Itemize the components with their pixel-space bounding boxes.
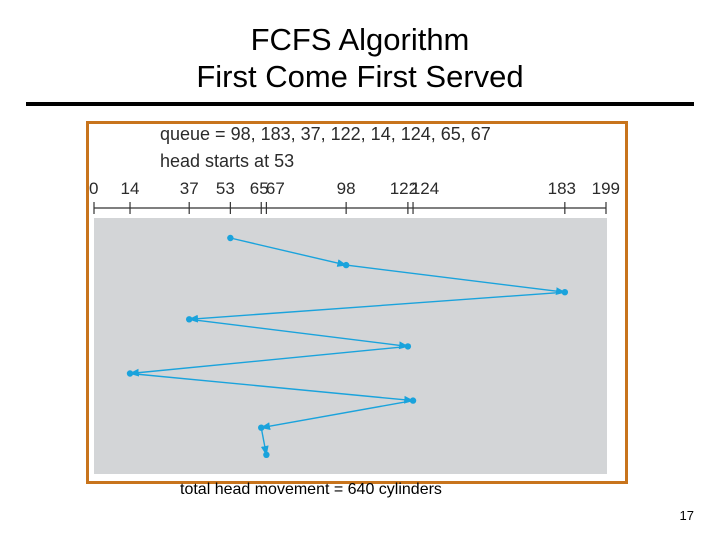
tick-label: 14 [121, 179, 140, 198]
request-point [409, 397, 417, 404]
path-segment [260, 427, 269, 456]
path-segment [230, 237, 348, 267]
disk-scheduling-diagram: queue = 98, 183, 37, 122, 14, 124, 65, 6… [89, 124, 620, 474]
page-number: 17 [679, 508, 694, 523]
request-point [561, 289, 569, 296]
plot-area [94, 218, 607, 474]
path-segment [189, 318, 409, 350]
tick-label: 53 [216, 179, 235, 198]
request-point [342, 261, 350, 269]
request-point [227, 234, 234, 242]
title-divider [26, 102, 694, 106]
tick-label: 199 [592, 179, 620, 198]
request-point [258, 424, 265, 431]
request-point [404, 343, 412, 350]
tick-label: 37 [180, 179, 199, 198]
request-point [185, 316, 193, 323]
head-path [126, 234, 569, 458]
path-segment [260, 399, 414, 431]
path-segment [188, 291, 565, 323]
total-movement-caption: total head movement = 640 cylinders [180, 481, 442, 498]
queue-text: queue = 98, 183, 37, 122, 14, 124, 65, 6… [160, 124, 491, 144]
tick-label: 124 [411, 179, 439, 198]
slide-subtitle: First Come First Served [196, 59, 524, 94]
tick-label: 0 [89, 179, 98, 198]
slide-title: FCFS Algorithm [250, 22, 470, 57]
tick-label: 122 [390, 179, 418, 198]
tick-label: 65 [250, 179, 269, 198]
path-segment [346, 264, 566, 296]
request-point [126, 370, 134, 377]
tick-label: 67 [266, 179, 285, 198]
head-start-text: head starts at 53 [160, 151, 294, 171]
request-point [263, 451, 270, 458]
tick-label: 98 [337, 179, 356, 198]
path-segment [129, 372, 415, 404]
path-segment [129, 345, 408, 377]
tick-label: 183 [548, 179, 576, 198]
